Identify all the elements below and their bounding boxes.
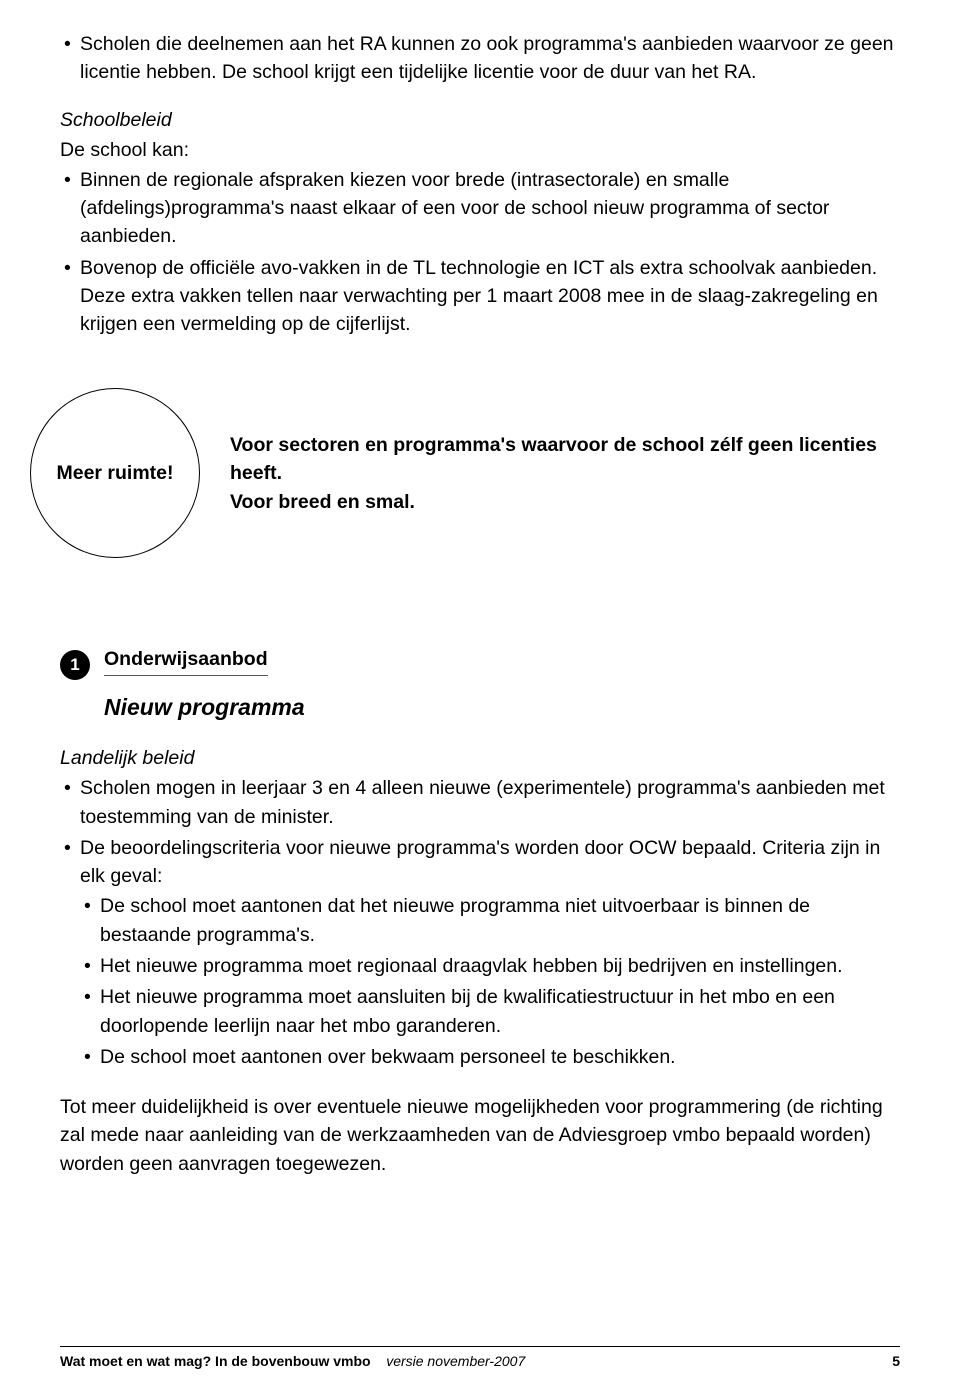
list-item: Scholen mogen in leerjaar 3 en 4 alleen … (60, 774, 900, 831)
footer-title: Wat moet en wat mag? In de bovenbouw vmb… (60, 1353, 371, 1369)
footer-left: Wat moet en wat mag? In de bovenbouw vmb… (60, 1353, 525, 1369)
footer-version: versie november-2007 (386, 1353, 525, 1369)
top-bullet-list: Scholen die deelnemen aan het RA kunnen … (60, 30, 900, 87)
callout-text: Voor sectoren en programma's waarvoor de… (230, 431, 900, 516)
page-footer: Wat moet en wat mag? In de bovenbouw vmb… (60, 1346, 900, 1369)
callout-line: Voor sectoren en programma's waarvoor de… (230, 431, 900, 488)
landelijk-heading: Landelijk beleid (60, 747, 900, 770)
topic-header: 1 Onderwijsaanbod (60, 648, 900, 680)
list-item-text: De beoordelingscriteria voor nieuwe prog… (80, 837, 880, 887)
schoolbeleid-heading: Schoolbeleid (60, 109, 900, 132)
circle-badge: Meer ruimte! (30, 388, 200, 558)
list-item: Het nieuwe programma moet regionaal draa… (80, 952, 900, 980)
list-item: De school moet aantonen dat het nieuwe p… (80, 892, 900, 949)
list-item: Bovenop de officiële avo-vakken in de TL… (60, 254, 900, 339)
number-badge: 1 (60, 650, 90, 680)
nested-list: De school moet aantonen dat het nieuwe p… (80, 892, 900, 1071)
closing-paragraph: Tot meer duidelijkheid is over eventuele… (60, 1093, 900, 1178)
list-item: Het nieuwe programma moet aansluiten bij… (80, 983, 900, 1040)
callout-line: Voor breed en smal. (230, 488, 900, 516)
topic-title: Nieuw programma (104, 694, 900, 721)
topic-overline: Onderwijsaanbod (104, 648, 268, 676)
list-item: Scholen die deelnemen aan het RA kunnen … (60, 30, 900, 87)
schoolbeleid-intro: De school kan: (60, 136, 900, 164)
list-item: Binnen de regionale afspraken kiezen voo… (60, 166, 900, 251)
list-item: De school moet aantonen over bekwaam per… (80, 1043, 900, 1071)
schoolbeleid-list: Binnen de regionale afspraken kiezen voo… (60, 166, 900, 339)
landelijk-list: Scholen mogen in leerjaar 3 en 4 alleen … (60, 774, 900, 1071)
list-item: De beoordelingscriteria voor nieuwe prog… (60, 834, 900, 1071)
callout-row: Meer ruimte! Voor sectoren en programma'… (60, 388, 900, 558)
footer-page-number: 5 (892, 1353, 900, 1369)
